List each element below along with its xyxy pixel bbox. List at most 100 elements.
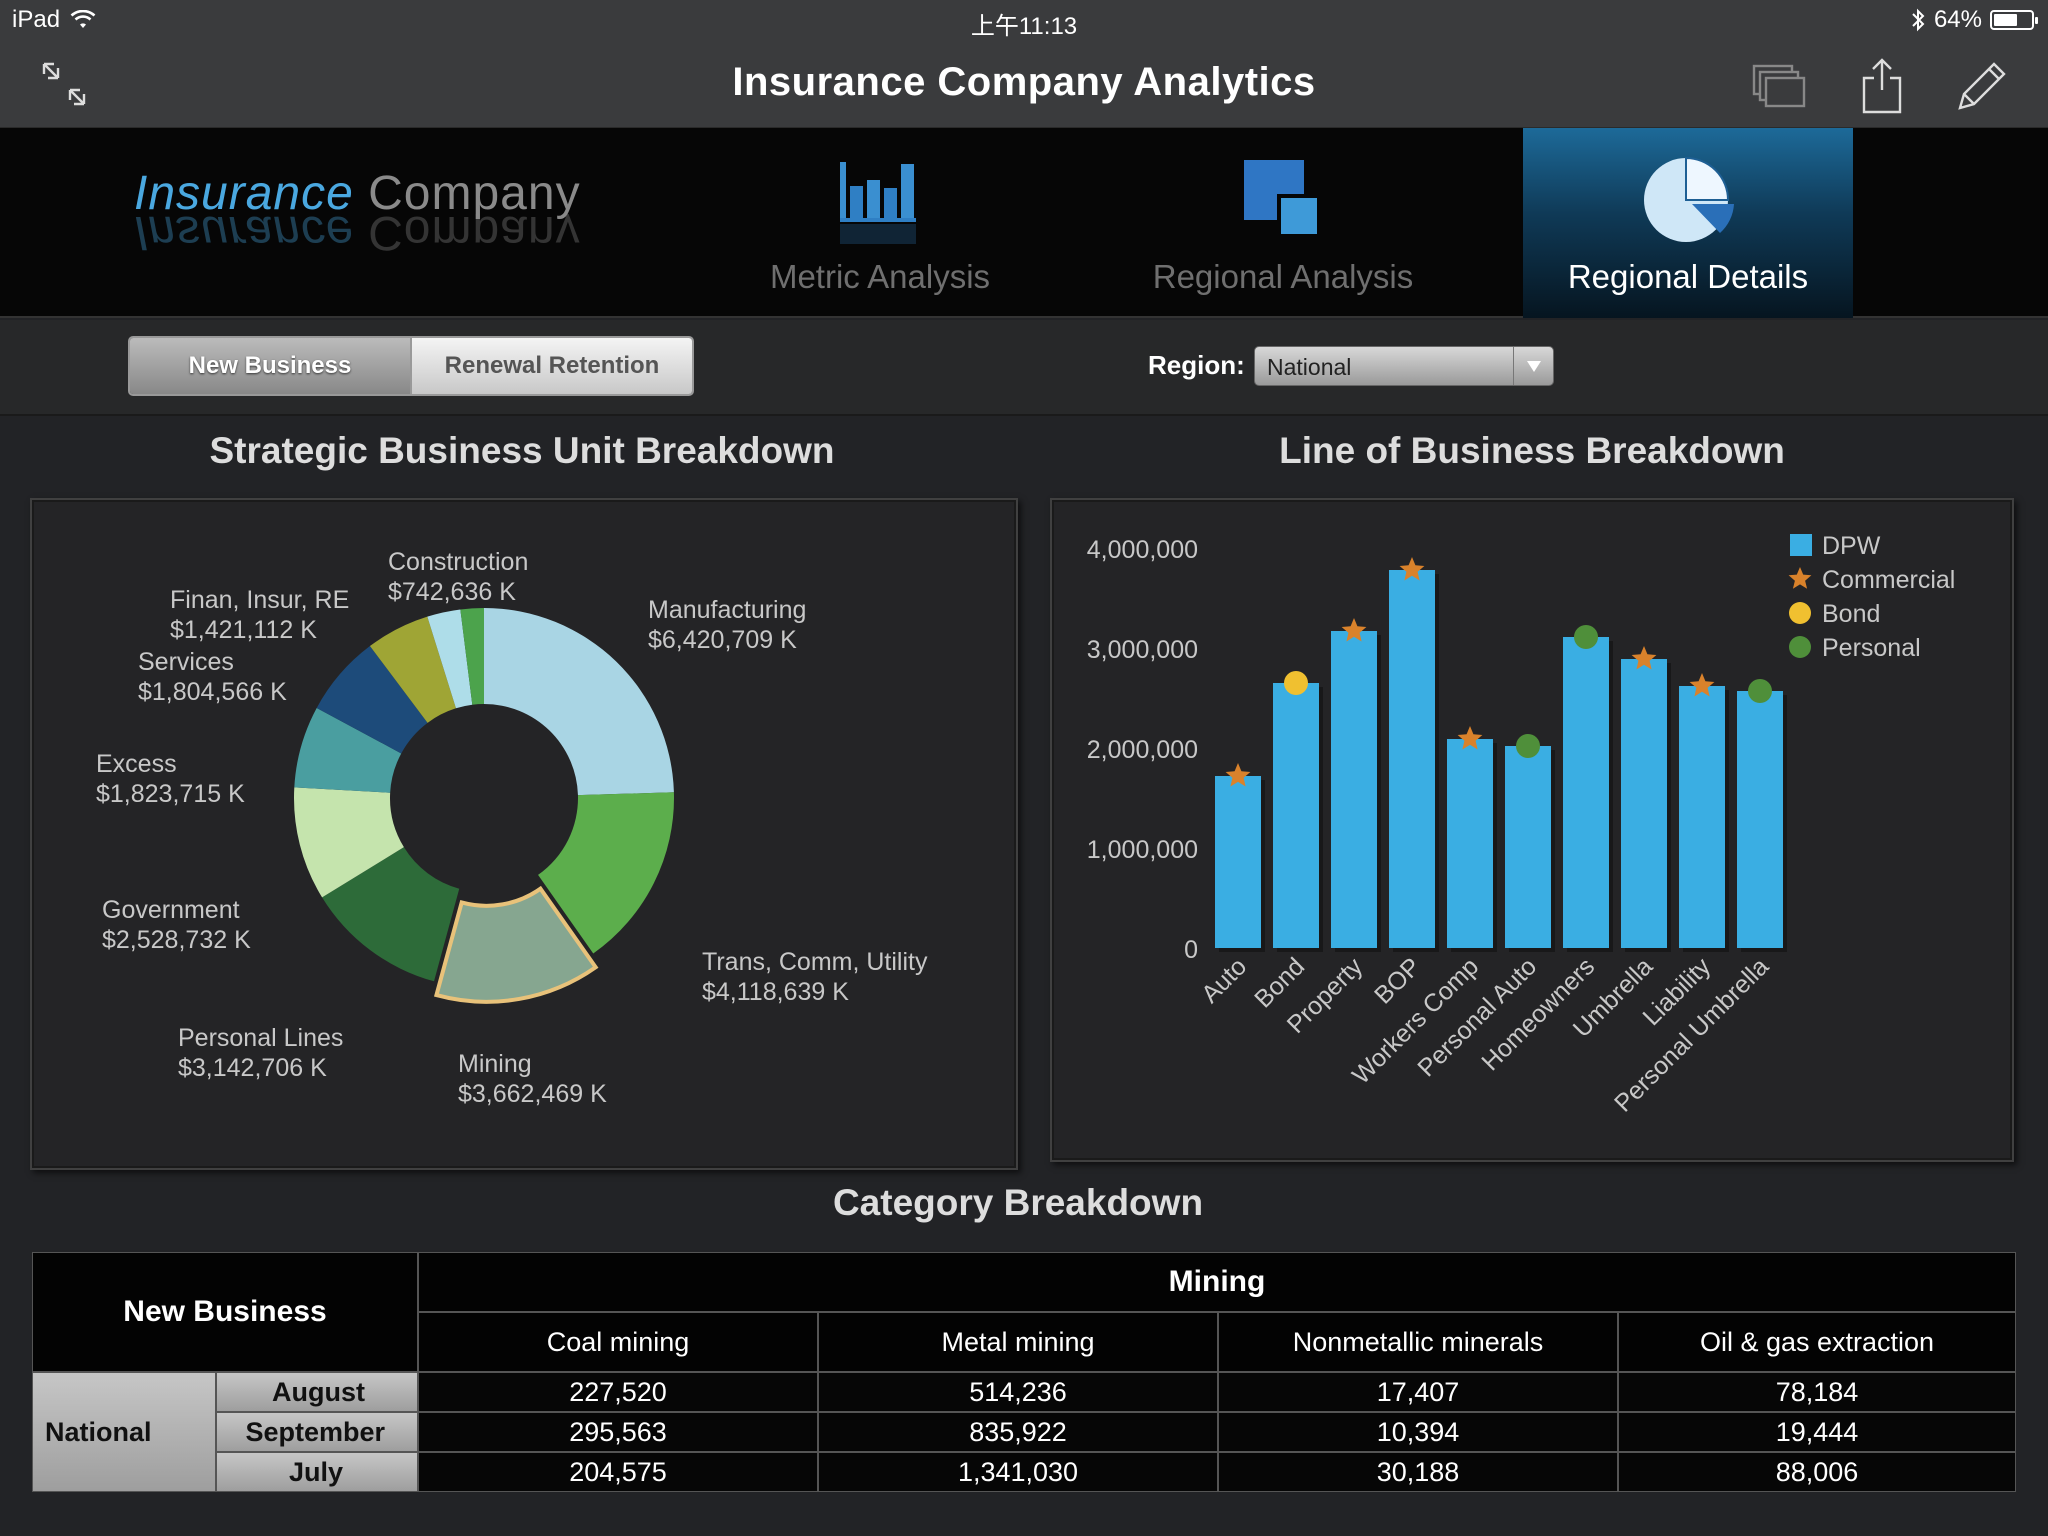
region-dropdown[interactable]: National xyxy=(1254,346,1554,386)
donut-slice[interactable] xyxy=(294,707,402,793)
region-label: Region: xyxy=(1148,350,1245,380)
donut-slice[interactable] xyxy=(369,616,456,723)
legend-swatch xyxy=(1788,567,1812,589)
dpw-bar[interactable] xyxy=(1621,659,1667,948)
slice-value-label: $742,636 K xyxy=(388,578,516,606)
header-band: Insurance Company Insurance Company Metr… xyxy=(0,128,2048,318)
table-cell: 10,394 xyxy=(1218,1412,1618,1452)
region-value: National xyxy=(1267,354,1352,380)
device-name: iPad xyxy=(12,6,61,33)
dpw-bar[interactable] xyxy=(1505,746,1551,948)
slice-name-label: Government xyxy=(102,896,240,924)
share-icon[interactable] xyxy=(1852,56,1912,116)
table-corner: New Business xyxy=(32,1252,418,1372)
column-header: Coal mining xyxy=(418,1312,818,1372)
tab-regional-analysis[interactable]: Regional Analysis xyxy=(1118,128,1448,318)
category-title: Category Breakdown xyxy=(832,1182,1204,1223)
legend-label: Bond xyxy=(1822,600,1880,628)
table-cell: 835,922 xyxy=(818,1412,1218,1452)
table-cell: 295,563 xyxy=(418,1412,818,1452)
table-cell: 227,520 xyxy=(418,1372,818,1412)
status-bar: iPad 上午11:13 64% xyxy=(0,0,2048,40)
dpw-bar[interactable] xyxy=(1331,631,1377,948)
slice-value-label: $2,528,732 K xyxy=(102,926,251,954)
y-tick-label: 0 xyxy=(1184,936,1198,964)
chevron-down-icon[interactable] xyxy=(1513,347,1553,385)
filter-bar: New Business Renewal Retention Region: N… xyxy=(0,320,2048,416)
personal-marker xyxy=(1574,625,1598,649)
donut-slice[interactable] xyxy=(427,609,473,709)
category-table: New Business Mining Coal mining Metal mi… xyxy=(32,1252,2016,1492)
legend-label: Commercial xyxy=(1822,566,1955,594)
slice-value-label: $1,823,715 K xyxy=(96,780,245,808)
table-group-header: Mining xyxy=(418,1252,2016,1312)
month-row-header: September xyxy=(216,1412,418,1452)
region-row-header: National xyxy=(32,1372,216,1492)
commercial-marker xyxy=(1689,673,1715,697)
slice-value-label: $1,421,112 K xyxy=(170,616,317,644)
commercial-marker xyxy=(1457,726,1483,750)
donut-slice[interactable] xyxy=(538,792,674,954)
battery-icon xyxy=(1990,10,2038,30)
donut-slice[interactable] xyxy=(294,787,404,898)
dpw-bar[interactable] xyxy=(1389,570,1435,948)
slice-value-label: $1,804,566 K xyxy=(138,678,287,706)
business-type-toggle: New Business Renewal Retention xyxy=(128,336,694,396)
new-business-button[interactable]: New Business xyxy=(130,338,410,394)
commercial-marker xyxy=(1399,557,1425,581)
dpw-bar[interactable] xyxy=(1447,739,1493,948)
nav-bar: Insurance Company Analytics xyxy=(0,40,2048,128)
slice-name-label: Construction xyxy=(388,548,528,576)
column-header: Nonmetallic minerals xyxy=(1218,1312,1618,1372)
slice-name-label: Mining xyxy=(458,1050,532,1078)
renewal-retention-button[interactable]: Renewal Retention xyxy=(410,338,692,394)
bar-chart-icon xyxy=(840,162,916,244)
tab-label: Regional Analysis xyxy=(1152,258,1414,295)
slice-name-label: Personal Lines xyxy=(178,1024,343,1052)
edit-pencil-icon[interactable] xyxy=(1950,56,2010,116)
page-title: Insurance Company Analytics xyxy=(732,60,1316,104)
tab-regional-details[interactable]: Regional Details xyxy=(1523,128,1853,318)
slice-value-label: $3,662,469 K xyxy=(458,1080,607,1108)
sbu-title: Strategic Business Unit Breakdown xyxy=(209,430,835,471)
legend-label: Personal xyxy=(1822,634,1921,662)
lob-title: Line of Business Breakdown xyxy=(1279,430,1785,471)
donut-slice[interactable] xyxy=(316,646,428,754)
pie-chart-icon xyxy=(1644,156,1734,242)
slice-name-label: Manufacturing xyxy=(648,596,806,624)
tab-label: Metric Analysis xyxy=(769,258,991,295)
table-cell: 17,407 xyxy=(1218,1372,1618,1412)
personal-marker xyxy=(1748,679,1772,703)
table-cell: 19,444 xyxy=(1618,1412,2016,1452)
sbu-donut-chart: Manufacturing$6,420,709 K Trans, Comm, Ut… xyxy=(96,548,928,1108)
slice-value-label: $4,118,639 K xyxy=(702,978,849,1006)
table-cell: 78,184 xyxy=(1618,1372,2016,1412)
logo-reflection: Insurance Company xyxy=(134,214,581,259)
tab-metric-analysis[interactable]: Metric Analysis xyxy=(715,128,1045,318)
legend-swatch xyxy=(1790,534,1812,556)
company-logo: Insurance Company xyxy=(134,167,581,220)
collapse-arrows-icon[interactable] xyxy=(36,56,96,116)
slice-value-label: $6,420,709 K xyxy=(648,626,797,654)
column-header: Oil & gas extraction xyxy=(1618,1312,2016,1372)
legend-swatch xyxy=(1789,636,1811,658)
windows-icon[interactable] xyxy=(1748,56,1808,116)
table-cell: 88,006 xyxy=(1618,1452,2016,1492)
slice-name-label: Finan, Insur, RE xyxy=(170,586,349,614)
dpw-bar[interactable] xyxy=(1563,637,1609,948)
slice-name-label: Services xyxy=(138,648,234,676)
donut-slice[interactable] xyxy=(322,847,460,982)
donut-slice[interactable] xyxy=(433,885,599,1004)
commercial-marker xyxy=(1225,763,1251,787)
donut-slice[interactable] xyxy=(460,608,484,705)
squares-icon xyxy=(1244,160,1317,234)
dpw-bar[interactable] xyxy=(1273,683,1319,948)
month-row-header: August xyxy=(216,1372,418,1412)
donut-slice[interactable] xyxy=(484,608,674,796)
table-cell: 1,341,030 xyxy=(818,1452,1218,1492)
y-tick-label: 4,000,000 xyxy=(1087,536,1198,564)
dpw-bar[interactable] xyxy=(1679,686,1725,948)
dpw-bar[interactable] xyxy=(1215,776,1261,948)
dpw-bar[interactable] xyxy=(1737,691,1783,948)
